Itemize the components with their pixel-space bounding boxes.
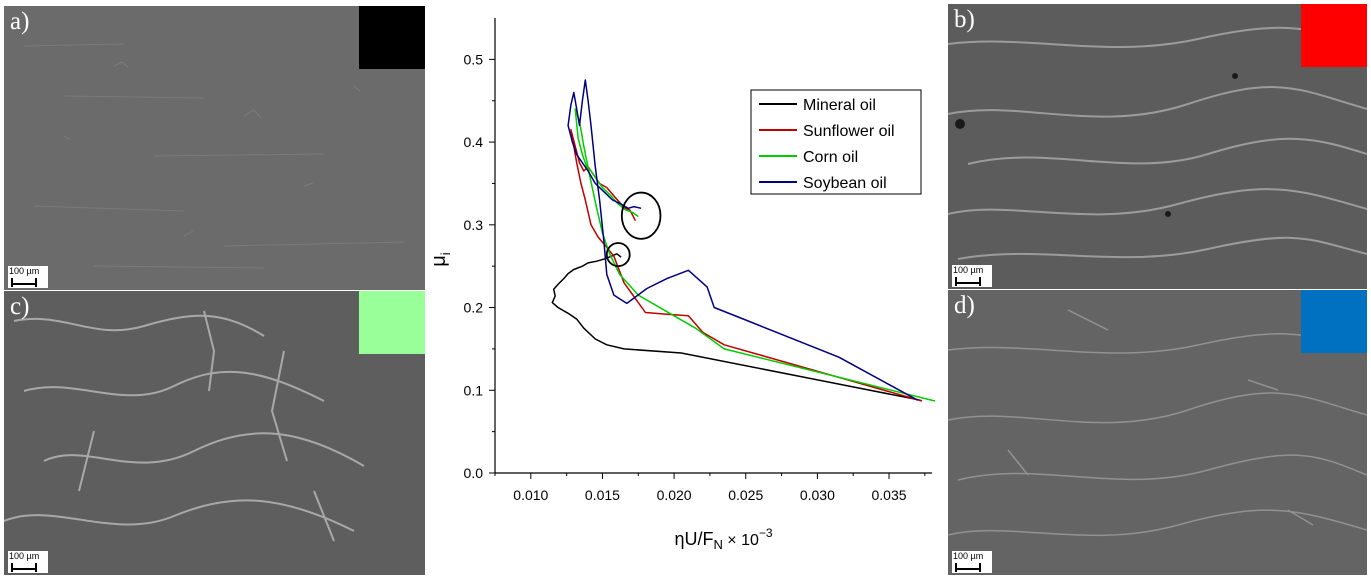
- friction-chart: 0.0 0.1 0.2 0.3 0.4 0.5 0.010 0.015 0.020 0.025 0.…: [428, 18, 936, 552]
- scale-bar-text-c: 100 µm: [9, 551, 40, 561]
- x-axis-label-exp: −3: [759, 526, 773, 540]
- sem-texture-d: [948, 290, 1367, 575]
- x-tick-label: 0.025: [728, 487, 763, 503]
- legend-label-mineral-oil: Mineral oil: [803, 97, 876, 114]
- x-tick-label: 0.030: [800, 487, 835, 503]
- sem-panel-d: d) 100 µm: [948, 290, 1367, 575]
- chart-axes: 0.0 0.1 0.2 0.3 0.4 0.5 0.010 0.015 0.020 0.025 0.…: [464, 18, 932, 503]
- y-axis-label-sub: i: [438, 252, 453, 255]
- scale-bar-c: 100 µm: [8, 551, 48, 573]
- color-swatch-c: [359, 291, 425, 354]
- x-tick-label: 0.035: [871, 487, 906, 503]
- y-tick-label: 0.1: [464, 382, 484, 398]
- y-axis-label: μi: [428, 252, 453, 267]
- color-swatch-b: [1301, 4, 1367, 67]
- series-line-soybean-oil: [567, 79, 919, 401]
- legend-label-soybean-oil: Soybean oil: [803, 175, 887, 192]
- panel-label-b: b): [954, 6, 975, 33]
- scale-bar-d: 100 µm: [952, 551, 992, 573]
- panel-label-d: d): [954, 292, 975, 319]
- x-axis-label-times: × 10: [723, 532, 759, 549]
- y-axis-label-main: μ: [428, 255, 450, 267]
- legend-label-corn-oil: Corn oil: [803, 149, 858, 166]
- chart-series: [551, 79, 936, 402]
- sem-panel-c: c) 100 µm: [4, 291, 425, 575]
- y-tick-label: 0.5: [464, 51, 484, 67]
- legend-label-sunflower-oil: Sunflower oil: [803, 123, 895, 140]
- annotation-circle-1: [605, 242, 631, 268]
- legend-box: [750, 89, 922, 195]
- sem-panel-b: b) 100 µm: [948, 4, 1367, 289]
- sem-texture-a: [4, 6, 425, 290]
- series-line-mineral-oil: [551, 253, 921, 401]
- scale-bar-text-b: 100 µm: [953, 265, 984, 275]
- y-tick-label: 0.4: [464, 134, 484, 150]
- annotation-circle-2: [620, 191, 662, 240]
- sem-panel-a: a) 100 µm: [4, 6, 425, 290]
- x-axis-label: ηU/FN × 10−3: [674, 526, 772, 552]
- y-tick-label: 0.3: [464, 217, 484, 233]
- x-axis-label-sub: N: [713, 537, 722, 552]
- chart-legend: Mineral oil Sunflower oil Corn oil Soybean …: [750, 89, 922, 195]
- x-tick-label: 0.010: [513, 487, 548, 503]
- chart-annotations: [605, 191, 662, 268]
- panel-label-c: c): [10, 293, 30, 320]
- y-tick-label: 0.2: [464, 300, 484, 316]
- x-tick-label: 0.015: [585, 487, 620, 503]
- sem-texture-b: [948, 4, 1367, 289]
- panel-label-a: a): [10, 8, 30, 35]
- color-swatch-d: [1301, 290, 1367, 353]
- scale-bar-text-d: 100 µm: [953, 551, 984, 561]
- scale-bar-b: 100 µm: [952, 265, 992, 287]
- scale-bar-a: 100 µm: [8, 266, 48, 288]
- x-tick-label: 0.020: [657, 487, 692, 503]
- sem-texture-c: [4, 291, 425, 575]
- color-swatch-a: [359, 6, 425, 69]
- x-axis-label-main: ηU/F: [674, 529, 713, 549]
- y-tick-label: 0.0: [464, 465, 484, 481]
- scale-bar-text-a: 100 µm: [9, 266, 40, 276]
